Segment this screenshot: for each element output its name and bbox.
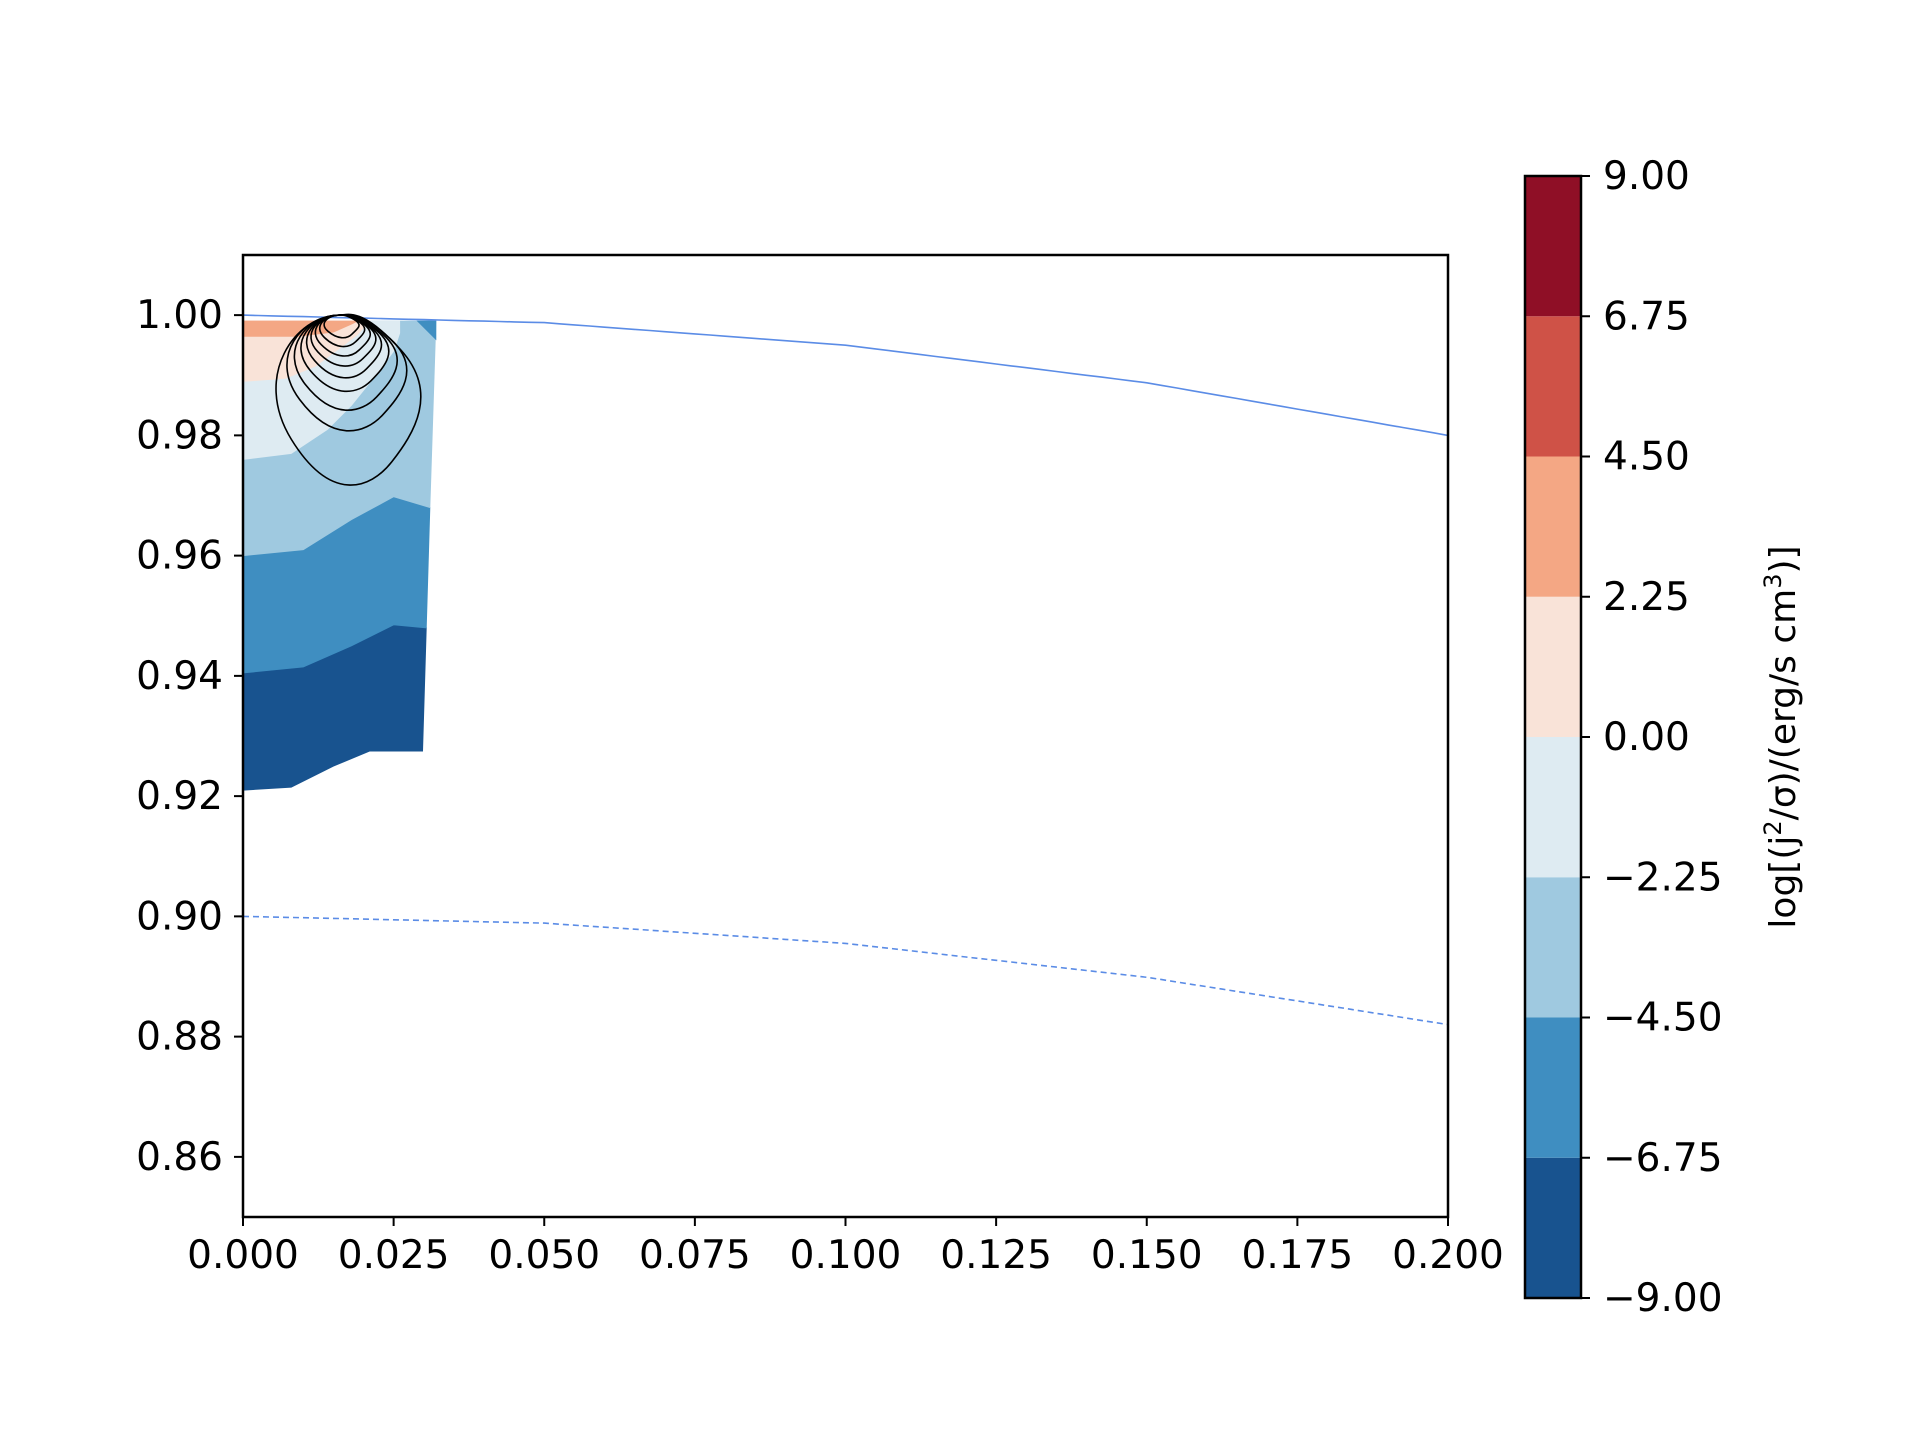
y-tick-label: 0.92	[136, 774, 223, 819]
colorbar-tick-label: 6.75	[1603, 294, 1690, 339]
boundary-curve-dashed	[243, 915, 1448, 1026]
boundary-curve-solid	[243, 314, 1448, 437]
contour-line-5	[300, 314, 390, 393]
colorbar-label: log[(j2/σ)/(erg/s cm3)]	[1759, 545, 1804, 928]
x-tick-label: 0.050	[488, 1233, 600, 1278]
plot-area	[243, 313, 1448, 1026]
colorbar-tick-label: 2.25	[1603, 575, 1690, 620]
colorbar-tick-label: −6.75	[1603, 1136, 1723, 1181]
y-tick-label: 0.90	[136, 894, 223, 939]
contour-line-4	[305, 314, 383, 379]
colorbar-tick-label: −2.25	[1603, 855, 1723, 900]
boundary-curves	[243, 314, 1448, 1026]
colorbar: −9.00 −6.75 −4.50 −2.25 0.00 2.25 4.50 6.75 9.00…	[1523, 154, 1804, 1321]
y-tick-label: 0.94	[136, 654, 223, 699]
colorbar-band	[1525, 877, 1581, 1018]
colorbar-band	[1525, 737, 1581, 878]
filled-contours	[243, 320, 437, 791]
y-tick-label: 1.00	[136, 293, 223, 338]
x-tick-label: 0.125	[940, 1233, 1052, 1278]
colorbar-tick-label: 9.00	[1603, 154, 1690, 199]
colorbar-tick-label: −4.50	[1603, 996, 1723, 1041]
contour-line-6	[293, 313, 398, 411]
colorbar-band	[1525, 176, 1581, 317]
y-tick-label: 0.86	[136, 1135, 223, 1180]
colorbar-band	[1525, 1157, 1581, 1298]
x-axis: 0.000 0.025 0.050 0.075 0.100 0.125 0.150 0.175…	[187, 1217, 1504, 1278]
x-tick-label: 0.100	[790, 1233, 902, 1278]
x-tick-label: 0.150	[1091, 1233, 1203, 1278]
y-tick-label: 0.96	[136, 534, 223, 579]
colorbar-tick-label: 4.50	[1603, 435, 1690, 480]
x-tick-label: 0.000	[187, 1233, 299, 1278]
x-tick-label: 0.175	[1242, 1233, 1354, 1278]
colorbar-band	[1525, 596, 1581, 737]
x-tick-label: 0.200	[1392, 1233, 1504, 1278]
x-tick-label: 0.075	[639, 1233, 751, 1278]
y-tick-label: 0.98	[136, 413, 223, 458]
colorbar-band	[1525, 1017, 1581, 1158]
y-tick-label: 0.88	[136, 1015, 223, 1060]
contour-lines	[275, 313, 422, 486]
colorbar-band	[1525, 316, 1581, 457]
colorbar-tick-label: −9.00	[1603, 1276, 1723, 1321]
colorbar-band	[1525, 456, 1581, 597]
filled-region-6	[416, 320, 437, 341]
x-tick-label: 0.025	[338, 1233, 450, 1278]
colorbar-tick-label: 0.00	[1603, 715, 1690, 760]
y-axis: 0.86 0.88 0.90 0.92 0.94 0.96 0.98 1.00	[136, 293, 243, 1180]
contour-line-8	[275, 313, 422, 486]
